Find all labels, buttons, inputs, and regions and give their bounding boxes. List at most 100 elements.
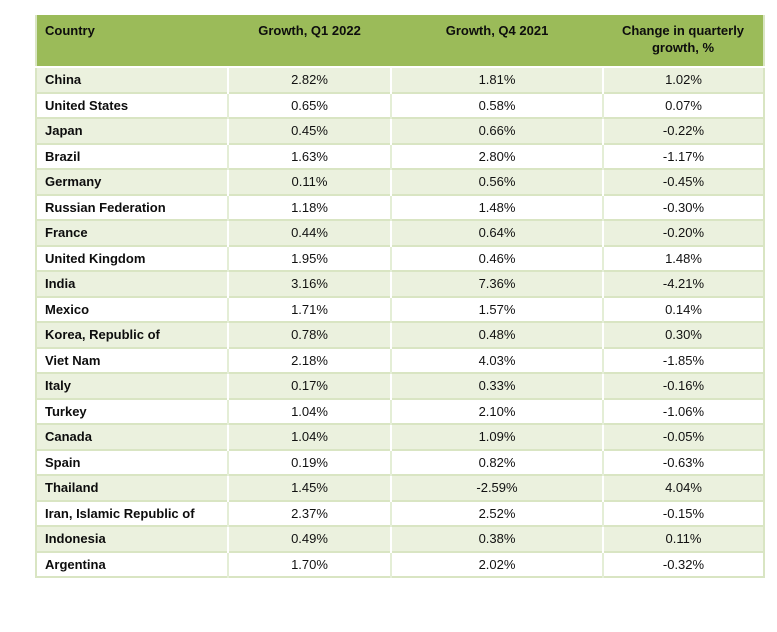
row-q1-2022-cell: 1.18% [227, 193, 391, 220]
table-row: Mexico 1.71% 1.57% 0.14% [36, 295, 764, 322]
row-change-cell: -0.45% [602, 168, 764, 195]
row-q1-2022-cell: 0.65% [227, 91, 391, 118]
row-country-cell: Japan [36, 117, 228, 144]
row-change-cell: -0.05% [602, 423, 764, 450]
row-q1-2022-cell: 1.63% [227, 142, 391, 169]
table-row: Japan 0.45% 0.66% -0.22% [36, 117, 764, 144]
row-q1-2022-cell: 2.82% [227, 67, 391, 93]
table-row: United Kingdom 1.95% 0.46% 1.48% [36, 244, 764, 271]
table-row: Argentina 1.70% 2.02% -0.32% [36, 550, 764, 577]
header-growth-q4-2021: Growth, Q4 2021 [391, 15, 603, 68]
row-q1-2022-cell: 2.37% [227, 499, 391, 526]
row-country-cell: Turkey [36, 397, 228, 424]
row-q4-2021-cell: 2.80% [390, 142, 603, 169]
row-q4-2021-cell: 1.57% [390, 295, 603, 322]
row-q1-2022-cell: 1.71% [227, 295, 391, 322]
row-q4-2021-cell: 7.36% [390, 270, 603, 297]
row-q4-2021-cell: 0.56% [390, 168, 603, 195]
table-row: Viet Nam 2.18% 4.03% -1.85% [36, 346, 764, 373]
row-country-cell: Korea, Republic of [36, 321, 228, 348]
row-change-cell: -1.17% [602, 142, 764, 169]
row-q1-2022-cell: 1.45% [227, 474, 391, 501]
row-q4-2021-cell: 0.46% [390, 244, 603, 271]
row-q1-2022-cell: 0.49% [227, 525, 391, 552]
row-country-cell: Viet Nam [36, 346, 228, 373]
row-q4-2021-cell: 2.52% [390, 499, 603, 526]
row-q1-2022-cell: 0.11% [227, 168, 391, 195]
table-row: Italy 0.17% 0.33% -0.16% [36, 372, 764, 399]
row-country-cell: Indonesia [36, 525, 228, 552]
row-change-cell: 0.11% [602, 525, 764, 552]
row-change-cell: 0.07% [602, 91, 764, 118]
table-row: Iran, Islamic Republic of 2.37% 2.52% -0.15… [36, 499, 764, 526]
row-change-cell: -0.20% [602, 219, 764, 246]
table-row: Brazil 1.63% 2.80% -1.17% [36, 142, 764, 169]
row-q4-2021-cell: 0.66% [390, 117, 603, 144]
table-row: China 2.82% 1.81% 1.02% [36, 67, 764, 93]
row-country-cell: China [45, 72, 82, 88]
row-country-cell: India [36, 270, 228, 297]
row-q4-2021-cell: 1.48% [390, 193, 603, 220]
row-q1-2022-cell: 0.44% [227, 219, 391, 246]
row-country-cell: United States [36, 91, 228, 118]
row-q1-2022-cell: 1.04% [227, 397, 391, 424]
header-growth-q1-2022: Growth, Q1 2022 [228, 15, 391, 68]
table-row: France 0.44% 0.64% -0.20% [36, 219, 764, 246]
row-country-cell: Germany [36, 168, 228, 195]
row-change-cell: -0.15% [602, 499, 764, 526]
row-q1-2022-cell: 1.70% [227, 550, 391, 577]
header-country: Country [36, 15, 228, 68]
table-row: Thailand 1.45% -2.59% 4.04% [36, 474, 764, 501]
row-q1-2022-cell: 2.18% [227, 346, 391, 373]
row-country-cell: United Kingdom [36, 244, 228, 271]
row-country-cell: Italy [36, 372, 228, 399]
table-row: Germany 0.11% 0.56% -0.45% [36, 168, 764, 195]
row-change-cell: -1.06% [602, 397, 764, 424]
row-q4-2021-cell: 0.48% [390, 321, 603, 348]
row-country-cell: France [36, 219, 228, 246]
table-row: Indonesia 0.49% 0.38% 0.11% [36, 525, 764, 552]
row-change-cell: -0.22% [602, 117, 764, 144]
row-country-cell: Brazil [36, 142, 228, 169]
row-q4-2021-cell: 1.81% [390, 67, 603, 93]
row-q4-2021-cell: 2.10% [390, 397, 603, 424]
header-row: Country Growth, Q1 2022 Growth, Q4 2021 … [36, 15, 764, 68]
table-row: United States 0.65% 0.58% 0.07% [36, 91, 764, 118]
row-change-cell: 4.04% [602, 474, 764, 501]
row-country-cell: Canada [36, 423, 228, 450]
row-q4-2021-cell: 0.58% [390, 91, 603, 118]
table-header: Country Growth, Q1 2022 Growth, Q4 2021 … [36, 15, 764, 68]
row-change-cell: 1.02% [602, 67, 764, 93]
table-row: Spain 0.19% 0.82% -0.63% [36, 448, 764, 475]
row-change-cell: -0.32% [602, 550, 764, 577]
row-q1-2022-cell: 1.04% [227, 423, 391, 450]
row-change-cell: 1.48% [602, 244, 764, 271]
row-q4-2021-cell: 0.33% [390, 372, 603, 399]
row-country-cell: Thailand [36, 474, 228, 501]
growth-table-container: Country Growth, Q1 2022 Growth, Q4 2021 … [35, 15, 765, 578]
row-q1-2022-cell: 0.17% [227, 372, 391, 399]
table-row: Turkey 1.04% 2.10% -1.06% [36, 397, 764, 424]
table-body: China 2.82% 1.81% 1.02% United States 0.65% 0.… [36, 67, 764, 577]
row-q4-2021-cell: 4.03% [390, 346, 603, 373]
row-change-cell: -0.16% [602, 372, 764, 399]
table-row: India 3.16% 7.36% -4.21% [36, 270, 764, 297]
row-country-cell: Argentina [36, 550, 228, 577]
row-q4-2021-cell: 0.38% [390, 525, 603, 552]
row-country-cell: Iran, Islamic Republic of [36, 499, 228, 526]
row-change-cell: 0.14% [602, 295, 764, 322]
row-change-cell: -1.85% [602, 346, 764, 373]
row-change-cell: -4.21% [602, 270, 764, 297]
row-q1-2022-cell: 3.16% [227, 270, 391, 297]
row-country-cell: Mexico [36, 295, 228, 322]
row-q1-2022-cell: 0.45% [227, 117, 391, 144]
row-q1-2022-cell: 1.95% [227, 244, 391, 271]
table-row: Korea, Republic of 0.78% 0.48% 0.30% [36, 321, 764, 348]
row-country-cell: Spain [36, 448, 228, 475]
quarterly-growth-table: Country Growth, Q1 2022 Growth, Q4 2021 … [35, 15, 765, 578]
row-change-cell: 0.30% [602, 321, 764, 348]
row-q4-2021-cell: 2.02% [390, 550, 603, 577]
row-q4-2021-cell: -2.59% [390, 474, 603, 501]
row-change-cell: -0.30% [602, 193, 764, 220]
row-change-cell: -0.63% [602, 448, 764, 475]
